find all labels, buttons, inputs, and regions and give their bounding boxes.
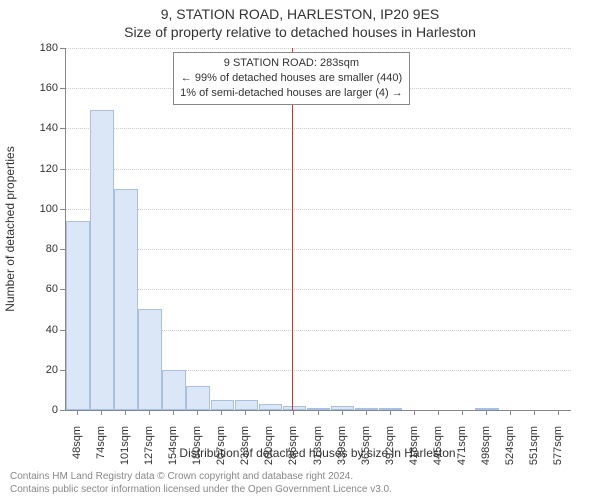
histogram-bar [235,400,259,410]
y-tick [60,88,65,89]
x-tick-label: 233sqm [239,426,251,486]
x-tick [462,410,463,415]
y-tick-label: 120 [8,163,58,175]
histogram-bar [66,221,90,410]
histogram-bar [114,189,138,410]
x-tick-label: 392sqm [384,426,396,486]
y-tick-label: 100 [8,203,58,215]
histogram-bar [211,400,235,410]
x-tick-label: 365sqm [360,426,372,486]
y-tick-label: 40 [8,324,58,336]
chart-plot-area: 9 STATION ROAD: 283sqm← 99% of detached … [65,48,571,411]
x-tick-label: 418sqm [408,426,420,486]
histogram-bar [186,386,210,410]
x-tick [101,410,102,415]
annotation-line-3: 1% of semi-detached houses are larger (4… [180,86,403,101]
y-tick [60,289,65,290]
x-tick-label: 577sqm [552,426,564,486]
y-gridline [66,209,571,210]
y-tick-label: 20 [8,364,58,376]
y-tick [60,410,65,411]
x-tick [390,410,391,415]
x-tick-label: 551sqm [528,426,540,486]
x-tick [149,410,150,415]
histogram-bar [259,404,283,410]
x-tick-label: 313sqm [312,426,324,486]
y-tick-label: 160 [8,82,58,94]
y-tick-label: 140 [8,122,58,134]
y-tick [60,48,65,49]
x-tick [318,410,319,415]
y-tick [60,128,65,129]
page-subtitle: Size of property relative to detached ho… [0,24,600,40]
histogram-bar [379,408,403,410]
histogram-bar [138,309,162,410]
y-gridline [66,169,571,170]
y-tick [60,209,65,210]
x-tick-label: 471sqm [456,426,468,486]
x-tick-label: 101sqm [119,426,131,486]
x-tick [269,410,270,415]
x-tick [414,410,415,415]
x-tick-label: 48sqm [71,426,83,486]
y-tick [60,249,65,250]
y-tick-label: 60 [8,283,58,295]
x-tick-label: 180sqm [191,426,203,486]
x-tick [486,410,487,415]
x-tick-label: 207sqm [215,426,227,486]
x-tick [293,410,294,415]
x-tick [510,410,511,415]
x-tick [438,410,439,415]
y-tick [60,330,65,331]
y-gridline [66,128,571,129]
y-gridline [66,48,571,49]
histogram-bar [162,370,186,410]
x-tick-label: 154sqm [167,426,179,486]
y-tick-label: 180 [8,42,58,54]
x-tick-label: 498sqm [480,426,492,486]
y-tick-label: 80 [8,243,58,255]
x-tick [342,410,343,415]
y-tick-label: 0 [8,404,58,416]
x-tick-label: 445sqm [432,426,444,486]
annotation-line-1: 9 STATION ROAD: 283sqm [180,56,403,71]
histogram-bar [283,406,307,410]
annotation-box: 9 STATION ROAD: 283sqm← 99% of detached … [173,52,410,105]
y-gridline [66,289,571,290]
x-tick [558,410,559,415]
y-gridline [66,249,571,250]
x-tick-label: 339sqm [336,426,348,486]
x-tick-label: 74sqm [95,426,107,486]
x-tick [534,410,535,415]
x-tick [221,410,222,415]
histogram-bar [475,408,499,410]
x-tick [245,410,246,415]
x-tick [125,410,126,415]
page-title: 9, STATION ROAD, HARLESTON, IP20 9ES [0,6,600,22]
annotation-line-2: ← 99% of detached houses are smaller (44… [180,71,403,86]
x-tick [197,410,198,415]
y-tick [60,370,65,371]
x-tick [77,410,78,415]
x-tick [173,410,174,415]
x-tick-label: 127sqm [143,426,155,486]
y-tick [60,169,65,170]
x-tick [366,410,367,415]
x-tick-label: 260sqm [263,426,275,486]
x-tick-label: 524sqm [504,426,516,486]
x-tick-label: 286sqm [287,426,299,486]
histogram-bar [90,110,114,410]
